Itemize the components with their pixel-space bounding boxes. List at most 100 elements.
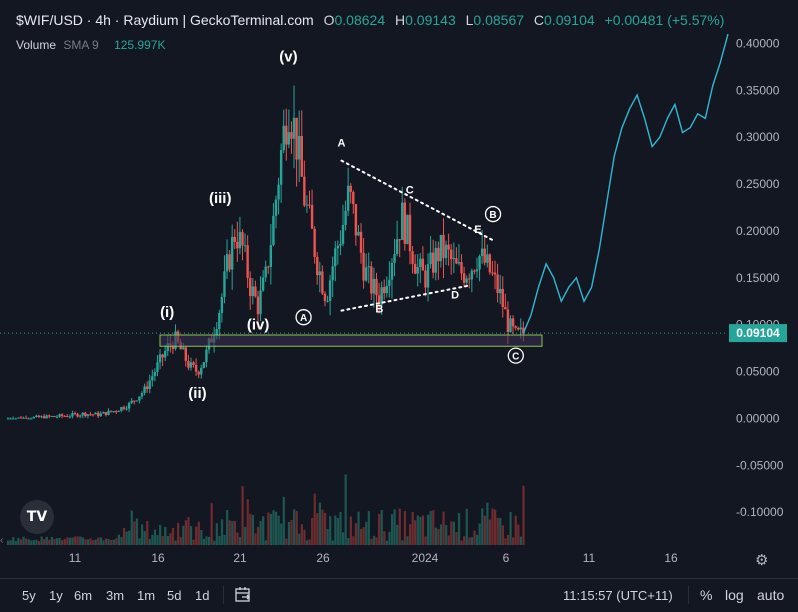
candle-body xyxy=(130,400,133,403)
volume-legend[interactable]: Volume SMA 9 125.997K xyxy=(16,38,165,52)
symbol-title[interactable]: $WIF/USD · 4h · Raydium | GeckoTerminal.… xyxy=(16,12,314,28)
volume-bar xyxy=(140,524,144,545)
volume-bar xyxy=(491,508,494,545)
triangle-upper-line[interactable] xyxy=(340,159,495,242)
timeframe-1m[interactable]: 1m xyxy=(137,588,156,603)
triangle-lower-line[interactable] xyxy=(340,284,472,312)
volume-value: 125.997K xyxy=(114,38,166,52)
volume-bar xyxy=(365,521,368,545)
candle-body xyxy=(218,312,221,330)
candle-body xyxy=(480,248,484,257)
candle-body xyxy=(346,185,350,211)
log-toggle[interactable]: log xyxy=(725,587,744,603)
candle-body xyxy=(228,254,231,270)
candle-body xyxy=(9,418,12,420)
volume-bar xyxy=(378,513,381,545)
volume-bar xyxy=(231,521,234,545)
volume-bar xyxy=(102,540,105,545)
volume-bar xyxy=(112,539,115,545)
volume-bar xyxy=(50,537,54,545)
timeframe-5y[interactable]: 5y xyxy=(22,588,36,603)
volume-bar xyxy=(79,536,82,545)
timeframe-6m[interactable]: 6m xyxy=(74,588,93,603)
volume-bar xyxy=(514,515,517,545)
percent-toggle[interactable]: % xyxy=(700,587,713,603)
volume-bar xyxy=(331,540,334,545)
price-axis[interactable] xyxy=(728,0,798,578)
volume-bar xyxy=(200,530,203,545)
circled-wave-marker xyxy=(484,205,502,223)
y-tick-label: 0.30000 xyxy=(736,130,780,144)
toolbar-divider xyxy=(223,586,224,604)
candle-body xyxy=(323,293,327,301)
volume-bar xyxy=(30,540,33,545)
candle-body xyxy=(192,362,195,365)
candle-body xyxy=(241,231,244,246)
volume-bar xyxy=(274,511,278,545)
gear-icon[interactable]: ⚙ xyxy=(755,552,769,569)
volume-bar xyxy=(94,539,97,545)
volume-bar xyxy=(71,537,74,545)
volume-bar xyxy=(125,531,128,545)
volume-bar xyxy=(457,513,461,545)
candle-body xyxy=(313,228,316,257)
volume-bar xyxy=(473,530,476,545)
volume-bar xyxy=(437,528,440,545)
volume-bar xyxy=(223,534,226,545)
timeframe-1y[interactable]: 1y xyxy=(49,588,63,603)
candle-body xyxy=(153,371,157,377)
volume-bar xyxy=(205,536,208,545)
candle-body xyxy=(243,245,247,247)
candle-body xyxy=(107,410,110,415)
candle-body xyxy=(269,245,273,268)
candle-body xyxy=(246,245,249,278)
y-tick-label: -0.05000 xyxy=(736,458,784,472)
volume-bar xyxy=(403,510,407,545)
x-tick-label: 16 xyxy=(151,551,165,565)
volume-bar xyxy=(256,526,260,545)
candle-body xyxy=(496,274,499,293)
support-zone[interactable] xyxy=(159,334,543,347)
candle-body xyxy=(166,343,169,351)
candle-body xyxy=(411,251,414,264)
timeframe-3m[interactable]: 3m xyxy=(106,588,125,603)
volume-bar xyxy=(401,540,404,545)
volume-bar xyxy=(303,529,306,545)
candle-body xyxy=(506,309,510,332)
candle-body xyxy=(514,326,517,328)
timeframe-5d[interactable]: 5d xyxy=(167,588,182,603)
projection-path[interactable] xyxy=(522,33,729,334)
auto-toggle[interactable]: auto xyxy=(757,587,785,603)
volume-bar xyxy=(385,540,388,545)
candle-body xyxy=(19,417,23,419)
tradingview-logo[interactable]: TV xyxy=(20,500,54,534)
volume-bar xyxy=(32,540,35,545)
candle-body xyxy=(475,269,479,272)
calendar-goto-icon[interactable] xyxy=(233,585,253,605)
collapse-arrow-icon[interactable]: ‹ xyxy=(0,535,4,546)
utc-clock[interactable]: 11:15:57 (UTC+11) xyxy=(563,588,673,603)
volume-bar xyxy=(130,510,133,545)
candle-body xyxy=(357,231,360,236)
timeframe-1d[interactable]: 1d xyxy=(195,588,210,603)
volume-bar xyxy=(218,536,221,545)
candle-body xyxy=(452,258,455,260)
candle-body xyxy=(78,415,82,417)
candle-body xyxy=(127,402,131,409)
volume-bar xyxy=(370,538,373,545)
candle-body xyxy=(220,296,224,313)
volume-bar xyxy=(463,536,466,545)
candle-body xyxy=(140,393,144,397)
volume-bar xyxy=(329,516,332,545)
toolbar-divider xyxy=(688,586,689,604)
candle-body xyxy=(171,345,175,349)
volume-bar xyxy=(311,517,314,545)
candle-body xyxy=(45,415,48,419)
candle-body xyxy=(215,329,218,336)
candle-body xyxy=(94,412,97,415)
volume-bar xyxy=(128,530,131,545)
volume-bar xyxy=(287,521,291,545)
candle-body xyxy=(259,290,262,315)
volume-bar xyxy=(414,520,417,545)
